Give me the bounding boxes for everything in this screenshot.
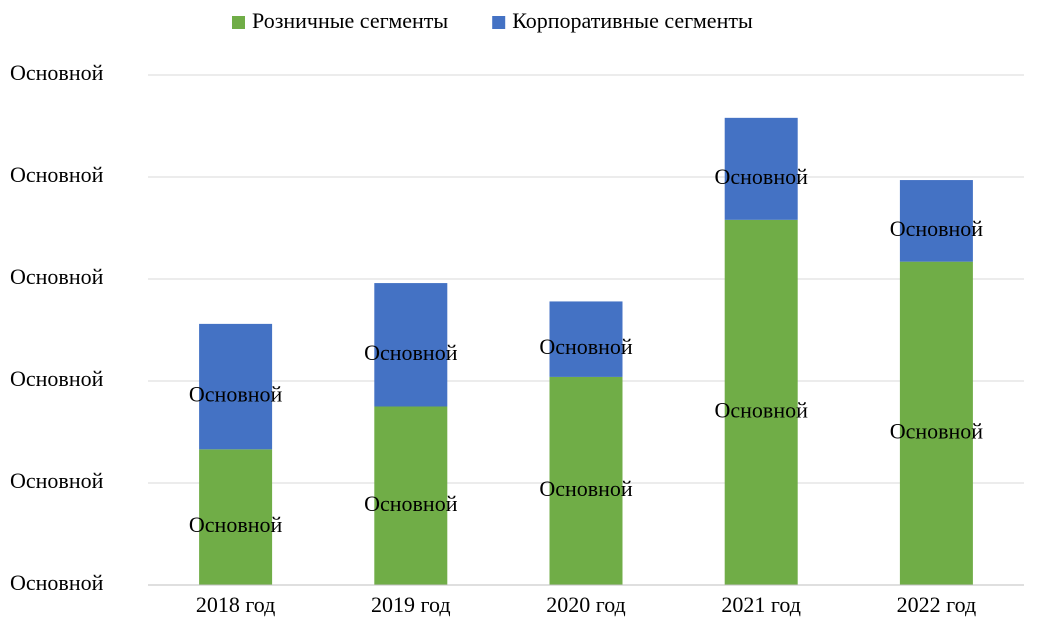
y-tick-label: Основной	[10, 162, 104, 187]
data-label: Основной	[715, 397, 809, 422]
data-label: Основной	[890, 418, 984, 443]
data-label: Основной	[189, 382, 283, 407]
x-tick-label: 2020 год	[546, 592, 626, 617]
y-tick-label: Основной	[10, 366, 104, 391]
data-label: Основной	[364, 491, 458, 516]
legend-label: Корпоративные сегменты	[512, 8, 753, 33]
legend-swatch	[492, 16, 506, 29]
bar-segment	[899, 180, 973, 262]
data-label: Основной	[890, 216, 984, 241]
y-tick-label: Основной	[10, 468, 104, 493]
y-tick-label: Основной	[10, 570, 104, 595]
legend-swatch	[232, 16, 245, 29]
data-label: Основной	[539, 334, 633, 359]
x-tick-label: 2018 год	[196, 592, 276, 617]
data-label: Основной	[364, 340, 458, 365]
bar-segment	[374, 283, 448, 407]
x-tick-label: 2022 год	[897, 592, 977, 617]
data-label: Основной	[539, 476, 633, 501]
data-label: Основной	[189, 512, 283, 537]
data-label: Основной	[715, 164, 809, 189]
legend-label: Розничные сегменты	[252, 8, 448, 33]
bar-segment	[374, 406, 448, 585]
x-tick-label: 2019 год	[371, 592, 451, 617]
bar-segment	[549, 301, 623, 377]
y-tick-label: Основной	[10, 264, 104, 289]
bar-segment	[199, 449, 273, 585]
bar-segment	[199, 323, 273, 450]
bar-segment	[899, 261, 973, 585]
y-tick-label: Основной	[10, 60, 104, 85]
bar-segment	[724, 219, 798, 585]
bar-segment	[724, 117, 798, 220]
bar-segment	[549, 376, 623, 585]
x-tick-label: 2021 год	[721, 592, 801, 617]
